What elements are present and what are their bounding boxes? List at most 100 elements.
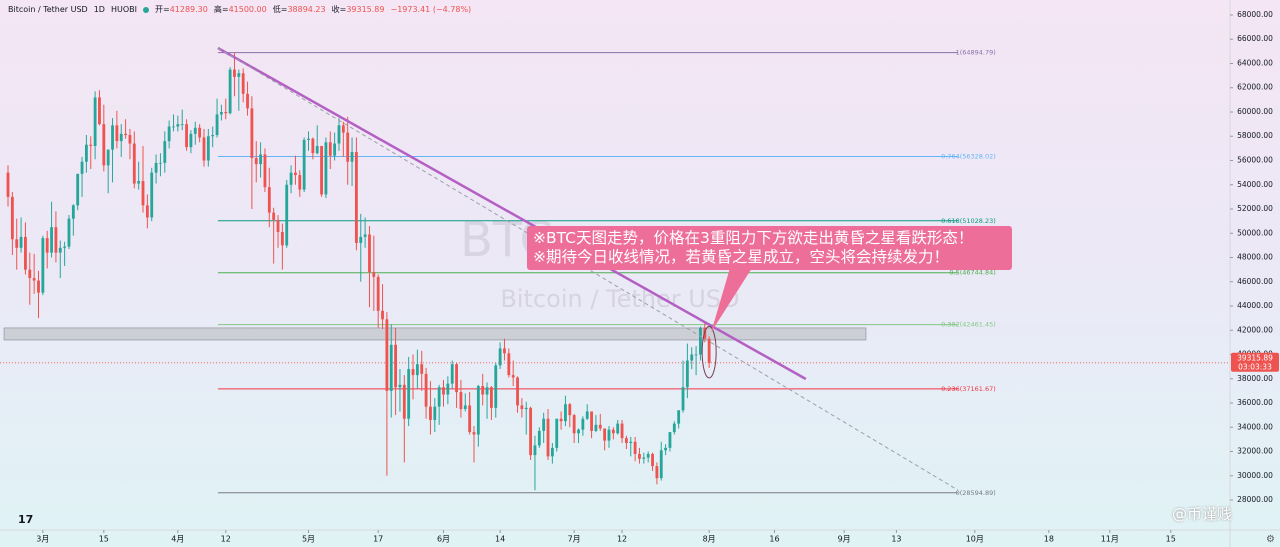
high-label: 高= <box>213 5 229 14</box>
candle-body <box>494 365 498 408</box>
ohlc: 低=38894.23 <box>273 4 326 15</box>
candle-body <box>633 441 637 454</box>
candle-body <box>150 172 154 218</box>
y-tick-label: 56000.00 <box>1237 155 1273 164</box>
candle-body <box>498 348 502 366</box>
candle-body <box>646 453 650 458</box>
x-tick-label: 6月 <box>437 535 450 544</box>
candle-body <box>315 145 319 154</box>
candle-body <box>341 125 345 133</box>
candle-body <box>446 383 450 395</box>
x-tick-label: 4月 <box>171 535 184 544</box>
candle-body <box>581 418 585 430</box>
x-tick-label: 14 <box>495 535 505 544</box>
x-tick-label: 7月 <box>568 535 581 544</box>
candle-body <box>285 184 289 246</box>
candle-body <box>206 136 210 161</box>
candle-body <box>555 418 559 448</box>
candle-body <box>272 212 276 220</box>
candle-body <box>324 142 328 195</box>
candle-body <box>363 234 367 237</box>
candle-body <box>159 162 162 164</box>
candle-body <box>611 429 615 434</box>
x-tick-label: 15 <box>99 535 109 544</box>
candle-body <box>280 232 284 246</box>
annotation-line: ※期待今日收线情况，若黄昏之星成立，空头将会持续发力！ <box>533 248 949 266</box>
y-tick-label: 30000.00 <box>1237 471 1273 480</box>
candle-body <box>10 196 14 240</box>
candle-body <box>233 69 236 77</box>
x-tick-label: 10月 <box>966 535 984 544</box>
interval: 1D <box>93 5 105 14</box>
candle-body <box>450 364 454 384</box>
candle-body <box>320 145 323 195</box>
candle-body <box>476 386 480 435</box>
candle-body <box>333 143 337 156</box>
candle-body <box>15 239 19 248</box>
candle-body <box>337 125 341 144</box>
candle-body <box>659 450 663 479</box>
symbol: Bitcoin / Tether USD <box>8 5 88 14</box>
low-label: 低= <box>272 5 288 14</box>
x-tick-label: 5月 <box>302 535 315 544</box>
fib-label: 0.764(56328.02) <box>941 153 996 161</box>
candle-body <box>624 438 628 444</box>
status-dot <box>142 6 149 13</box>
y-tick-label: 44000.00 <box>1237 301 1273 310</box>
candle-body <box>102 124 106 166</box>
candle-body <box>124 133 128 136</box>
candle-body <box>603 428 607 441</box>
candle-body <box>424 373 428 407</box>
candle-body <box>564 404 567 422</box>
y-tick-label: 60000.00 <box>1237 107 1273 116</box>
candle-body <box>237 73 241 77</box>
candle-body <box>93 97 97 146</box>
exchange: HUOBI <box>110 5 137 14</box>
ohlc: 开=41289.30 <box>155 4 208 15</box>
candle-body <box>54 227 58 253</box>
last-price-tag <box>1231 352 1279 372</box>
candle-body <box>167 126 171 142</box>
y-tick-label: 32000.00 <box>1237 447 1273 456</box>
fib-label: 0.382(42461.45) <box>941 321 996 329</box>
plot-area: 1(64894.79) 0.764(56328.02) 0.618(51028.23… <box>0 46 1230 497</box>
candle-body <box>411 369 415 376</box>
candle-body <box>415 364 419 376</box>
candle-body <box>145 205 149 218</box>
x-tick-label: 15 <box>1166 535 1176 544</box>
candle-body <box>590 411 593 431</box>
candle-body <box>241 73 245 94</box>
candle-body <box>433 406 437 420</box>
candle-body <box>311 138 315 154</box>
candle-body <box>202 137 206 161</box>
y-tick-label: 48000.00 <box>1237 253 1273 262</box>
x-tick-label: 9月 <box>838 535 851 544</box>
change: −1973.41 (−4.78%) <box>390 5 472 14</box>
candle-body <box>455 364 458 393</box>
candle-body <box>681 387 685 411</box>
y-tick-label: 50000.00 <box>1237 228 1273 237</box>
y-tick-label: 28000.00 <box>1237 495 1273 504</box>
candle-body <box>254 158 258 165</box>
candle-body <box>651 453 654 467</box>
candle-body <box>529 407 533 456</box>
open-label: 开= <box>154 5 170 14</box>
y-tick-label: 52000.00 <box>1237 204 1273 213</box>
countdown: 03:03:33 <box>1238 362 1272 371</box>
watermark-name: Bitcoin / Tether USD <box>500 285 739 313</box>
candle-body <box>568 404 572 416</box>
candle-body <box>89 144 93 146</box>
candle-body <box>259 154 263 165</box>
y-tick-label: 62000.00 <box>1237 83 1273 92</box>
close-label: 收= <box>331 5 347 14</box>
candle-body <box>672 423 676 433</box>
candle-body <box>302 139 306 190</box>
candle-body <box>115 125 119 142</box>
candle-body <box>542 418 546 431</box>
candle-body <box>198 127 202 138</box>
candle-body <box>694 354 698 356</box>
candle-body <box>141 181 145 206</box>
fib-label: 0.618(51028.23) <box>941 217 996 225</box>
candle-body <box>468 405 472 433</box>
